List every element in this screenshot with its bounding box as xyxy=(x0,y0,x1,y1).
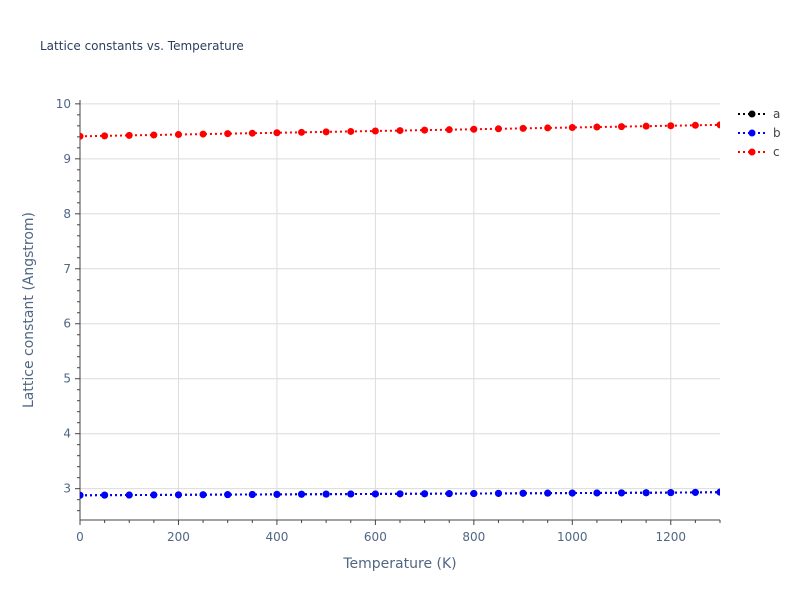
data-point-b xyxy=(642,489,650,497)
data-point-c xyxy=(224,130,232,138)
data-point-b xyxy=(470,490,478,498)
data-point-b xyxy=(347,490,355,498)
data-point-c xyxy=(199,130,207,138)
data-point-c xyxy=(494,125,502,133)
data-point-c xyxy=(273,129,281,137)
y-axis-label: Lattice constant (Angstrom) xyxy=(21,212,37,408)
y-tick-label: 9 xyxy=(63,152,71,166)
data-point-b xyxy=(371,490,379,498)
legend-item-c[interactable]: c xyxy=(738,145,780,159)
legend-marker xyxy=(748,110,756,118)
legend-label: c xyxy=(773,145,780,159)
legend-label: a xyxy=(773,107,780,121)
y-tick-label: 8 xyxy=(63,207,71,221)
data-point-c xyxy=(716,121,720,129)
data-point-b xyxy=(273,490,281,498)
data-point-c xyxy=(618,123,626,131)
data-point-c xyxy=(101,132,109,140)
data-point-c xyxy=(691,121,699,129)
x-tick-label: 200 xyxy=(167,530,190,544)
data-point-b xyxy=(174,491,182,499)
data-point-c xyxy=(125,131,133,139)
data-point-b xyxy=(445,490,453,498)
data-point-c xyxy=(396,127,404,135)
data-point-b xyxy=(421,490,429,498)
data-point-b xyxy=(80,491,84,499)
y-tick-label: 3 xyxy=(63,482,71,496)
data-point-b xyxy=(691,488,699,496)
data-point-c xyxy=(544,124,552,132)
legend[interactable]: abc xyxy=(738,107,781,159)
y-tick-label: 4 xyxy=(63,427,71,441)
data-point-c xyxy=(421,126,429,134)
grid xyxy=(80,100,720,520)
data-point-c xyxy=(568,123,576,131)
data-point-b xyxy=(322,490,330,498)
y-tick-label: 6 xyxy=(63,317,71,331)
data-point-b xyxy=(593,489,601,497)
data-point-b xyxy=(396,490,404,498)
legend-label: b xyxy=(773,126,781,140)
legend-item-a[interactable]: a xyxy=(738,107,780,121)
data-point-b xyxy=(667,489,675,497)
data-point-b xyxy=(298,490,306,498)
data-point-b xyxy=(519,489,527,497)
data-point-c xyxy=(470,125,478,133)
series-layer xyxy=(80,121,720,499)
data-point-c xyxy=(642,122,650,130)
data-point-b xyxy=(568,489,576,497)
y-tick-label: 7 xyxy=(63,262,71,276)
data-point-b xyxy=(125,491,133,499)
data-point-b xyxy=(150,491,158,499)
legend-marker xyxy=(748,148,756,156)
data-point-c xyxy=(371,127,379,135)
x-tick-label: 400 xyxy=(265,530,288,544)
data-point-b xyxy=(716,488,720,496)
y-tick-label: 10 xyxy=(56,97,71,111)
data-point-c xyxy=(445,126,453,134)
data-point-c xyxy=(298,128,306,136)
data-point-b xyxy=(224,491,232,499)
data-point-c xyxy=(593,123,601,131)
data-point-b xyxy=(101,491,109,499)
data-point-c xyxy=(150,131,158,139)
x-tick-label: 800 xyxy=(462,530,485,544)
data-point-b xyxy=(494,489,502,497)
data-point-c xyxy=(347,127,355,135)
data-point-c xyxy=(80,132,84,140)
legend-marker xyxy=(748,129,756,137)
x-tick-label: 1000 xyxy=(557,530,588,544)
data-point-c xyxy=(519,124,527,132)
x-tick-label: 600 xyxy=(364,530,387,544)
legend-item-b[interactable]: b xyxy=(738,126,781,140)
data-point-b xyxy=(618,489,626,497)
data-point-b xyxy=(544,489,552,497)
x-axis-label: Temperature (K) xyxy=(342,556,456,572)
data-point-b xyxy=(199,491,207,499)
x-tick-label: 0 xyxy=(76,530,84,544)
chart-title: Lattice constants vs. Temperature xyxy=(40,39,244,53)
data-point-c xyxy=(667,122,675,130)
x-tick-label: 1200 xyxy=(655,530,686,544)
data-point-c xyxy=(248,129,256,137)
axes: 0 200 400 600 800 1000 1200 3 4 5 6 7 8 9 10 xyxy=(56,97,721,544)
y-tick-label: 5 xyxy=(63,372,71,386)
data-point-c xyxy=(322,128,330,136)
data-point-b xyxy=(248,490,256,498)
data-point-c xyxy=(174,131,182,139)
plot-area xyxy=(80,121,720,499)
